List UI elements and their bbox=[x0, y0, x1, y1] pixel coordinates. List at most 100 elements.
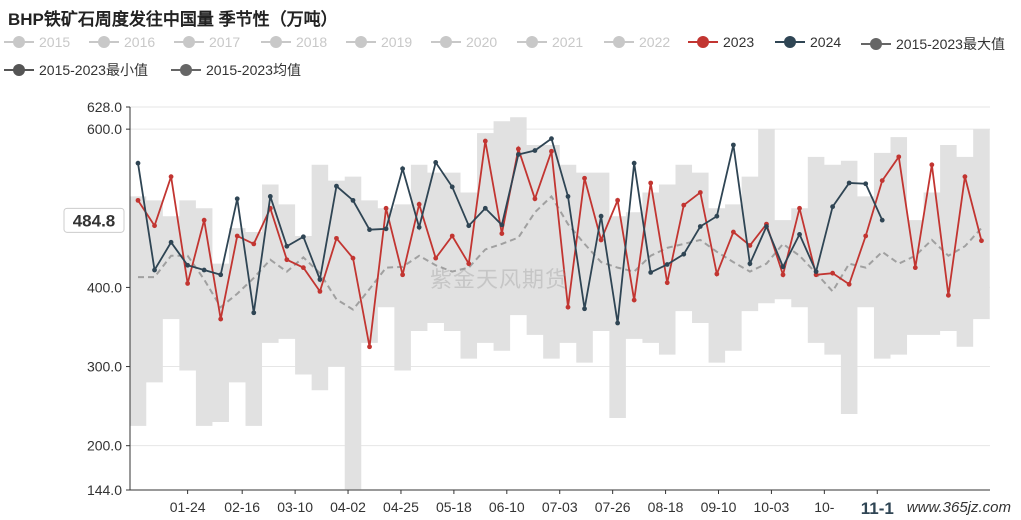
legend-label: 2015-2023均值 bbox=[206, 62, 301, 78]
x-tick-label: 05-18 bbox=[436, 499, 472, 515]
legend-label: 2020 bbox=[466, 34, 498, 50]
data-point-2024 bbox=[879, 217, 885, 223]
data-point-2023 bbox=[499, 231, 505, 237]
legend-item-2017[interactable]: 2017 bbox=[174, 34, 240, 50]
data-point-2023 bbox=[284, 257, 290, 263]
data-point-2024 bbox=[499, 222, 505, 228]
legend-item-2018[interactable]: 2018 bbox=[261, 34, 327, 50]
legend-item-2016[interactable]: 2016 bbox=[89, 34, 155, 50]
data-point-2023 bbox=[648, 180, 654, 186]
legend-label: 2024 bbox=[810, 34, 842, 50]
legend-item-2024[interactable]: 2024 bbox=[775, 34, 841, 50]
data-point-2023 bbox=[433, 255, 439, 261]
data-point-2024 bbox=[813, 269, 819, 274]
series-line-avg bbox=[138, 194, 983, 311]
data-point-2024 bbox=[433, 159, 439, 165]
legend-item-2019[interactable]: 2019 bbox=[346, 34, 412, 50]
data-point-2023 bbox=[185, 281, 191, 286]
data-point-2023 bbox=[449, 233, 455, 239]
current-value-box bbox=[63, 207, 125, 233]
legend-item-2022[interactable]: 2022 bbox=[604, 34, 670, 50]
legend-marker-icon bbox=[171, 62, 201, 78]
legend-item-2020[interactable]: 2020 bbox=[431, 34, 497, 50]
legend-marker-icon bbox=[775, 34, 805, 50]
data-point-2024 bbox=[797, 232, 802, 237]
data-point-2023 bbox=[598, 237, 604, 243]
legend-marker-icon bbox=[688, 34, 718, 50]
data-point-2023 bbox=[400, 272, 406, 278]
data-point-2023 bbox=[532, 196, 538, 202]
data-point-2023 bbox=[730, 229, 736, 235]
data-point-2024 bbox=[714, 213, 720, 219]
x-tick-label: 07-03 bbox=[542, 499, 578, 515]
legend-label: 2021 bbox=[552, 34, 584, 50]
data-point-2024 bbox=[135, 160, 141, 166]
data-point-2024 bbox=[549, 136, 554, 142]
data-point-2024 bbox=[466, 223, 472, 229]
data-point-2024 bbox=[664, 262, 670, 267]
data-point-2023 bbox=[615, 197, 621, 203]
data-point-2023 bbox=[697, 190, 703, 195]
legend-marker-icon bbox=[861, 36, 891, 52]
data-point-2024 bbox=[648, 269, 654, 275]
data-point-2023 bbox=[797, 205, 802, 211]
data-point-2024 bbox=[284, 243, 290, 249]
legend-item-2015-2023最大值[interactable]: 2015-2023最大值 bbox=[861, 34, 1005, 54]
data-point-2024 bbox=[251, 310, 257, 316]
data-point-2023 bbox=[251, 241, 257, 247]
series-line-2023 bbox=[137, 140, 983, 347]
legend-label: 2017 bbox=[209, 34, 241, 50]
chart-title: BHP铁矿石周度发往中国量 季节性（万吨） bbox=[8, 10, 338, 29]
data-point-2023 bbox=[664, 280, 670, 286]
data-point-2023 bbox=[631, 297, 637, 303]
data-point-2024 bbox=[532, 148, 538, 153]
data-point-2023 bbox=[681, 202, 687, 208]
current-value-label: 484.8 bbox=[73, 211, 116, 230]
y-tick-label: 300.0 bbox=[87, 359, 122, 375]
data-point-2023 bbox=[168, 174, 174, 180]
data-point-2024 bbox=[383, 226, 389, 232]
watermark-text: 紫金天风期货 bbox=[430, 267, 569, 292]
data-point-2024 bbox=[334, 183, 339, 189]
legend-marker-icon bbox=[604, 34, 634, 50]
x-tick-label: 03-10 bbox=[277, 499, 313, 515]
legend-item-2015[interactable]: 2015 bbox=[4, 34, 70, 50]
data-point-2024 bbox=[400, 166, 406, 172]
data-point-2023 bbox=[466, 261, 472, 267]
min-max-band bbox=[129, 117, 990, 490]
data-point-2023 bbox=[896, 154, 902, 160]
legend-item-2021[interactable]: 2021 bbox=[517, 34, 583, 50]
legend-marker-icon bbox=[4, 34, 34, 50]
x-tick-label: 10- bbox=[814, 499, 835, 515]
data-point-2024 bbox=[730, 142, 736, 148]
data-point-2024 bbox=[482, 205, 488, 211]
x-tick-label: 02-16 bbox=[224, 499, 260, 515]
data-point-2023 bbox=[962, 174, 968, 180]
data-point-2023 bbox=[334, 235, 339, 241]
legend-marker-icon bbox=[517, 34, 547, 50]
legend-marker-icon bbox=[346, 34, 376, 50]
data-point-2023 bbox=[912, 265, 918, 271]
data-point-2023 bbox=[416, 201, 422, 207]
data-point-2024 bbox=[598, 213, 604, 219]
data-point-2024 bbox=[350, 197, 356, 203]
y-tick-label: 628.0 bbox=[87, 99, 122, 115]
legend-label: 2015-2023最小值 bbox=[39, 62, 148, 78]
data-point-2023 bbox=[383, 205, 389, 211]
data-point-2024 bbox=[449, 184, 455, 190]
legend-label: 2015 bbox=[39, 34, 71, 50]
legend-item-2015-2023均值[interactable]: 2015-2023均值 bbox=[171, 60, 301, 80]
data-point-2023 bbox=[152, 223, 157, 229]
data-point-2023 bbox=[218, 316, 224, 322]
data-point-2024 bbox=[697, 224, 703, 229]
data-point-2024 bbox=[168, 239, 174, 245]
data-point-2024 bbox=[218, 272, 224, 278]
data-point-2023 bbox=[582, 175, 587, 181]
data-point-2023 bbox=[879, 178, 885, 183]
legend-marker-icon bbox=[89, 34, 119, 50]
legend-item-2015-2023最小值[interactable]: 2015-2023最小值 bbox=[4, 60, 148, 80]
x-tick-label: 09-10 bbox=[701, 499, 737, 515]
x-tick-label: 06-10 bbox=[489, 499, 525, 515]
data-point-2024 bbox=[582, 306, 587, 312]
legend-item-2023[interactable]: 2023 bbox=[688, 34, 754, 50]
